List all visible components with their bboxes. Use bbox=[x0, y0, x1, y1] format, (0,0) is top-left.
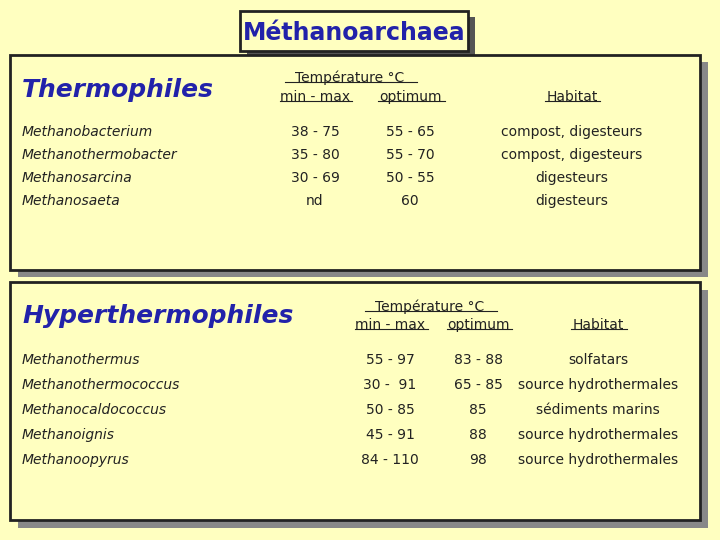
FancyBboxPatch shape bbox=[18, 290, 708, 528]
Text: 88: 88 bbox=[469, 428, 487, 442]
Text: min - max: min - max bbox=[280, 90, 350, 104]
Text: compost, digesteurs: compost, digesteurs bbox=[501, 125, 643, 139]
FancyBboxPatch shape bbox=[10, 55, 700, 270]
Text: Methanosaeta: Methanosaeta bbox=[22, 194, 121, 208]
Text: 30 -  91: 30 - 91 bbox=[364, 378, 417, 392]
Text: Température °C: Température °C bbox=[295, 71, 405, 85]
Text: Methanothermus: Methanothermus bbox=[22, 353, 140, 367]
Text: Température °C: Température °C bbox=[375, 300, 485, 314]
Text: 55 - 70: 55 - 70 bbox=[386, 148, 434, 162]
Text: optimum: optimum bbox=[446, 318, 509, 332]
Text: min - max: min - max bbox=[355, 318, 425, 332]
Text: 30 - 69: 30 - 69 bbox=[291, 171, 339, 185]
FancyBboxPatch shape bbox=[247, 17, 475, 57]
Text: 55 - 65: 55 - 65 bbox=[386, 125, 434, 139]
Text: 50 - 85: 50 - 85 bbox=[366, 403, 415, 417]
Text: Hyperthermophiles: Hyperthermophiles bbox=[22, 304, 293, 328]
FancyBboxPatch shape bbox=[18, 62, 708, 277]
Text: 83 - 88: 83 - 88 bbox=[454, 353, 503, 367]
FancyBboxPatch shape bbox=[240, 11, 468, 51]
Text: 50 - 55: 50 - 55 bbox=[386, 171, 434, 185]
Text: Methanothermococcus: Methanothermococcus bbox=[22, 378, 181, 392]
Text: Habitat: Habitat bbox=[546, 90, 598, 104]
Text: Methanoignis: Methanoignis bbox=[22, 428, 115, 442]
Text: 85: 85 bbox=[469, 403, 487, 417]
Text: 98: 98 bbox=[469, 453, 487, 467]
Text: digesteurs: digesteurs bbox=[536, 171, 608, 185]
Text: compost, digesteurs: compost, digesteurs bbox=[501, 148, 643, 162]
Text: 55 - 97: 55 - 97 bbox=[366, 353, 415, 367]
Text: Méthanoarchaea: Méthanoarchaea bbox=[243, 21, 465, 45]
Text: Methanothermobacter: Methanothermobacter bbox=[22, 148, 178, 162]
Text: optimum: optimum bbox=[379, 90, 441, 104]
Text: source hydrothermales: source hydrothermales bbox=[518, 378, 678, 392]
Text: Methanoopyrus: Methanoopyrus bbox=[22, 453, 130, 467]
Text: 84 - 110: 84 - 110 bbox=[361, 453, 419, 467]
Text: 38 - 75: 38 - 75 bbox=[291, 125, 339, 139]
Text: Methanobacterium: Methanobacterium bbox=[22, 125, 153, 139]
Text: 60: 60 bbox=[401, 194, 419, 208]
Text: Habitat: Habitat bbox=[572, 318, 624, 332]
Text: 35 - 80: 35 - 80 bbox=[291, 148, 339, 162]
Text: sédiments marins: sédiments marins bbox=[536, 403, 660, 417]
Text: digesteurs: digesteurs bbox=[536, 194, 608, 208]
FancyBboxPatch shape bbox=[10, 282, 700, 520]
Text: source hydrothermales: source hydrothermales bbox=[518, 453, 678, 467]
Text: Methanocaldococcus: Methanocaldococcus bbox=[22, 403, 167, 417]
Text: 65 - 85: 65 - 85 bbox=[454, 378, 503, 392]
Text: nd: nd bbox=[306, 194, 324, 208]
Text: solfatars: solfatars bbox=[568, 353, 628, 367]
Text: Thermophiles: Thermophiles bbox=[22, 78, 214, 102]
Text: source hydrothermales: source hydrothermales bbox=[518, 428, 678, 442]
Text: 45 - 91: 45 - 91 bbox=[366, 428, 415, 442]
Text: Methanosarcina: Methanosarcina bbox=[22, 171, 132, 185]
